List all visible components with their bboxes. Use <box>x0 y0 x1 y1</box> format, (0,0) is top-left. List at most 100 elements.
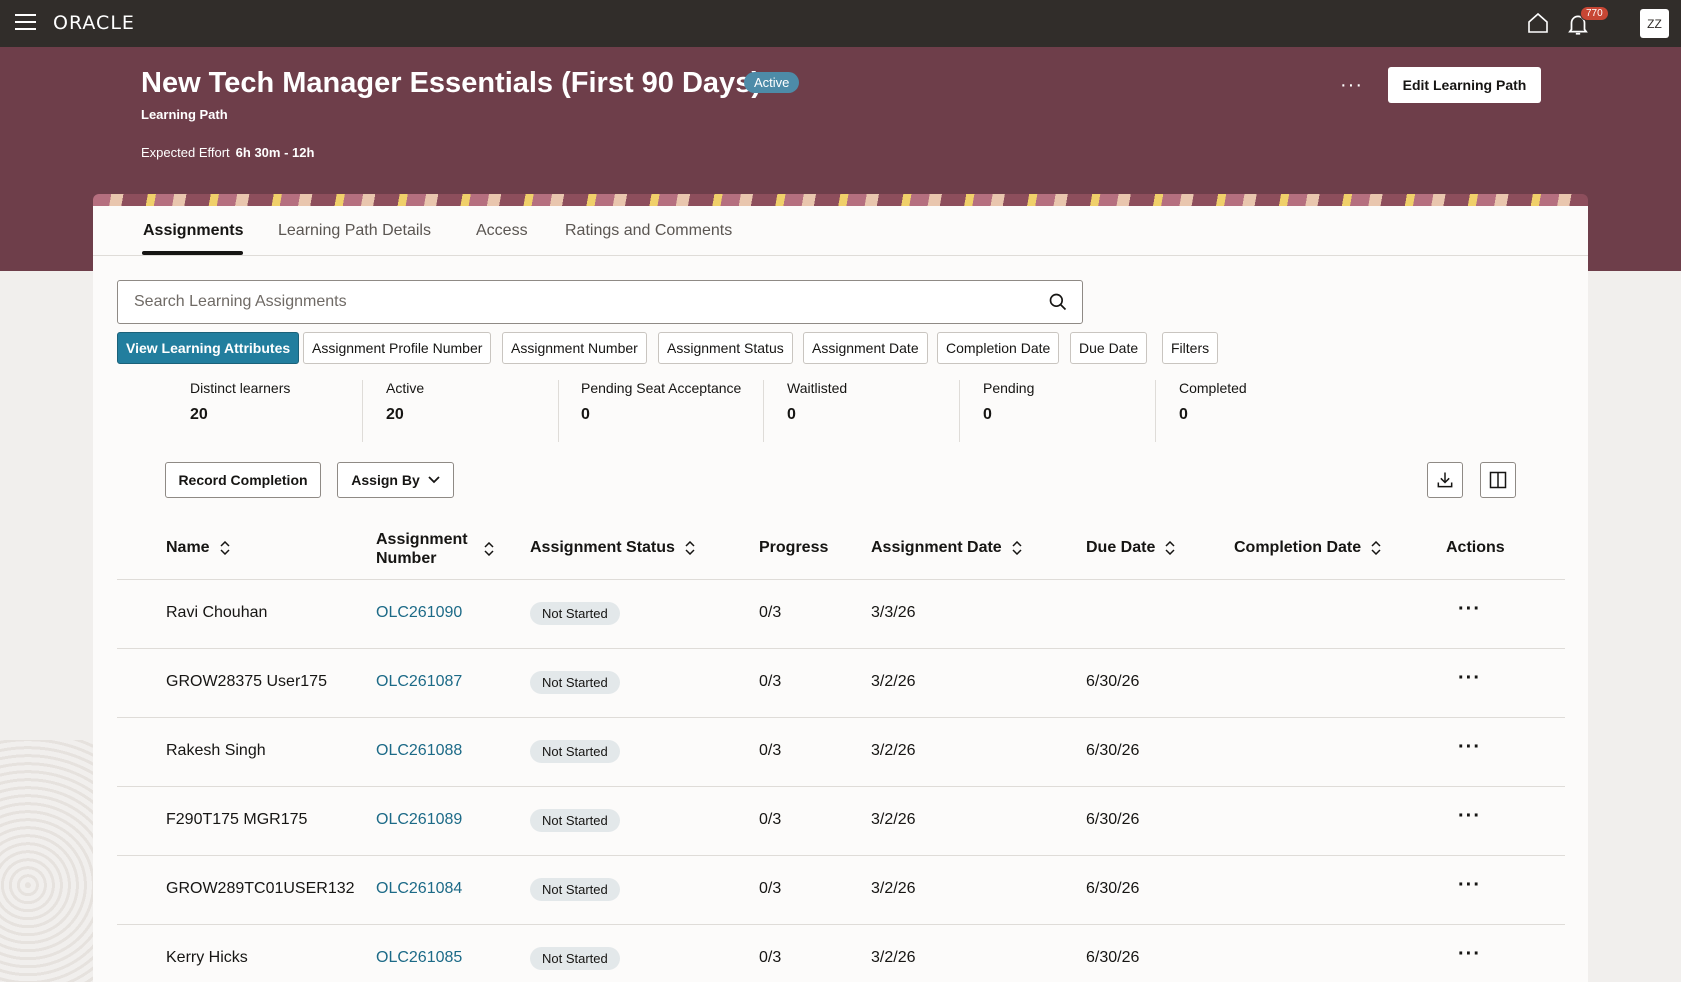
stat-value: 20 <box>190 406 208 423</box>
divider <box>959 380 960 442</box>
export-button[interactable] <box>1427 462 1463 498</box>
search-icon[interactable] <box>1048 292 1068 312</box>
stat-active: Active 20 <box>386 380 424 442</box>
status-badge: Active <box>744 72 800 93</box>
sort-icon[interactable] <box>685 541 695 555</box>
due-date: 6/30/26 <box>1086 811 1140 828</box>
assignment-number-chip[interactable]: Assignment Number <box>502 332 647 364</box>
divider <box>558 380 559 442</box>
column-label: Due Date <box>1086 539 1156 556</box>
column-header-assignment-status[interactable]: Assignment Status <box>530 539 695 557</box>
table-row[interactable]: Rakesh Singh OLC261088 Not Started 0/3 3… <box>117 718 1565 787</box>
stat-label: Active <box>386 380 425 396</box>
row-actions-button[interactable]: ··· <box>1458 943 1481 965</box>
view-learning-attributes-chip[interactable]: View Learning Attributes <box>117 332 300 364</box>
assignment-date: 3/2/26 <box>871 673 916 690</box>
assignment-status-badge: Not Started <box>530 671 620 694</box>
assignment-status-chip[interactable]: Assignment Status <box>658 332 793 364</box>
main-card: Assignments Learning Path Details Access… <box>93 206 1588 982</box>
tab-learning-path-details[interactable]: Learning Path Details <box>278 222 431 239</box>
page-title: New Tech Manager Essentials (First 90 Da… <box>141 67 761 99</box>
chevron-down-icon <box>428 476 440 484</box>
column-label: Assignment Number <box>376 530 468 568</box>
tab-assignments[interactable]: Assignments <box>143 222 244 239</box>
stat-value: 0 <box>581 406 590 423</box>
learner-name: Rakesh Singh <box>166 742 266 759</box>
stat-label: Distinct learners <box>190 380 291 396</box>
column-header-progress: Progress <box>759 539 828 557</box>
table-row[interactable]: GROW289TC01USER132 U OLC261084 Not Start… <box>117 856 1565 925</box>
tab-access[interactable]: Access <box>476 222 528 239</box>
assignment-number-link[interactable]: OLC261084 <box>376 880 463 897</box>
table-row[interactable]: Kerry Hicks OLC261085 Not Started 0/3 3/… <box>117 925 1565 982</box>
search-input[interactable] <box>118 281 1018 323</box>
assignment-date-chip[interactable]: Assignment Date <box>803 332 928 364</box>
column-header-name[interactable]: Name <box>166 539 230 557</box>
assignment-number-link[interactable]: OLC261087 <box>376 673 463 690</box>
assignment-number-link[interactable]: OLC261090 <box>376 604 463 621</box>
record-completion-button[interactable]: Record Completion <box>165 462 321 498</box>
due-date-chip[interactable]: Due Date <box>1070 332 1148 364</box>
tab-ratings-and-comments[interactable]: Ratings and Comments <box>565 222 733 239</box>
assignment-number-link[interactable]: OLC261088 <box>376 742 463 759</box>
learner-name: GROW28375 User175 <box>166 673 327 690</box>
completion-date-chip[interactable]: Completion Date <box>937 332 1060 364</box>
expected-effort: Expected Effort 6h 30m - 12h <box>141 145 314 160</box>
due-date: 6/30/26 <box>1086 949 1140 966</box>
sort-icon[interactable] <box>1165 541 1175 555</box>
learner-name: F290T175 MGR175 <box>166 811 308 828</box>
stat-completed: Completed 0 <box>1179 380 1247 442</box>
progress-value: 0/3 <box>759 742 782 759</box>
progress-value: 0/3 <box>759 880 782 897</box>
row-actions-button[interactable]: ··· <box>1458 805 1481 827</box>
column-header-assignment-number[interactable]: Assignment Number <box>376 530 494 568</box>
column-label: Assignment Date <box>871 539 1002 556</box>
home-icon[interactable] <box>1526 11 1550 35</box>
table-row[interactable]: Ravi Chouhan OLC261090 Not Started 0/3 3… <box>117 580 1565 649</box>
page-subtitle: Learning Path <box>141 107 228 122</box>
manage-columns-button[interactable] <box>1480 462 1516 498</box>
column-label: Assignment Status <box>530 539 675 556</box>
row-actions-button[interactable]: ··· <box>1458 874 1481 896</box>
column-header-assignment-date[interactable]: Assignment Date <box>871 539 1022 557</box>
row-actions-button[interactable]: ··· <box>1458 736 1481 758</box>
sort-icon[interactable] <box>1371 541 1381 555</box>
edit-learning-path-button[interactable]: Edit Learning Path <box>1388 67 1541 103</box>
table-row[interactable]: F290T175 MGR175 OLC261089 Not Started 0/… <box>117 787 1565 856</box>
menu-icon[interactable] <box>15 14 36 31</box>
progress-value: 0/3 <box>759 949 782 966</box>
stat-pending: Pending 0 <box>983 380 1034 442</box>
assign-by-button[interactable]: Assign By <box>337 462 454 498</box>
sort-icon[interactable] <box>1012 541 1022 555</box>
sort-icon[interactable] <box>220 541 230 555</box>
row-actions-button[interactable]: ··· <box>1458 598 1481 620</box>
stat-value: 20 <box>386 406 404 423</box>
due-date: 6/30/26 <box>1086 880 1140 897</box>
assignment-number-link[interactable]: OLC261085 <box>376 949 463 966</box>
assignment-status-badge: Not Started <box>530 740 620 763</box>
filters-chip[interactable]: Filters <box>1162 332 1219 364</box>
table-row[interactable]: GROW28375 User175 OLC261087 Not Started … <box>117 649 1565 718</box>
oracle-logo[interactable]: ORACLE <box>53 12 135 34</box>
assign-by-label: Assign By <box>351 472 420 488</box>
stat-label: Pending <box>983 380 1035 396</box>
assignment-status-badge: Not Started <box>530 878 620 901</box>
decorative-background <box>0 740 93 982</box>
notification-count-badge[interactable]: 770 <box>1580 6 1609 21</box>
assignment-number-link[interactable]: OLC261089 <box>376 811 463 828</box>
user-avatar[interactable]: ZZ <box>1640 9 1669 38</box>
sort-icon[interactable] <box>484 542 494 556</box>
column-label-line: Assignment <box>376 531 468 548</box>
more-actions-button[interactable]: ··· <box>1340 74 1363 96</box>
assignment-profile-number-chip[interactable]: Assignment Profile Number <box>303 332 492 364</box>
column-header-completion-date[interactable]: Completion Date <box>1234 539 1381 557</box>
stat-label: Completed <box>1179 380 1247 396</box>
columns-icon <box>1489 471 1507 489</box>
progress-value: 0/3 <box>759 673 782 690</box>
column-label: Progress <box>759 539 829 556</box>
row-actions-button[interactable]: ··· <box>1458 667 1481 689</box>
column-header-actions: Actions <box>1446 539 1505 557</box>
stat-value: 0 <box>787 406 796 423</box>
stat-pending-seat-acceptance: Pending Seat Acceptance 0 <box>581 380 741 442</box>
column-header-due-date[interactable]: Due Date <box>1086 539 1175 557</box>
